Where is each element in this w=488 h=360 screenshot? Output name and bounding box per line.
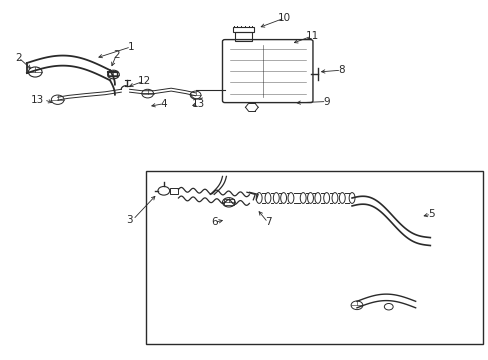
Bar [145,171,482,344]
Text: 5: 5 [427,209,434,219]
Text: 7: 7 [264,217,271,228]
Text: 13: 13 [31,95,44,105]
Text: 9: 9 [323,96,329,107]
Bar [169,188,178,194]
Text: 13: 13 [191,99,204,109]
Text: 12: 12 [137,76,151,86]
Text: 1: 1 [127,42,134,52]
Bar [224,199,233,205]
Text: 10: 10 [278,13,290,23]
Text: 6: 6 [210,217,217,228]
Text: 3: 3 [126,215,133,225]
Text: 2: 2 [15,53,22,63]
Text: 4: 4 [160,99,167,109]
Text: 8: 8 [337,65,344,75]
Text: 11: 11 [305,31,318,41]
Bar [232,27,253,32]
Bar [234,32,251,41]
Text: 2: 2 [113,50,120,60]
